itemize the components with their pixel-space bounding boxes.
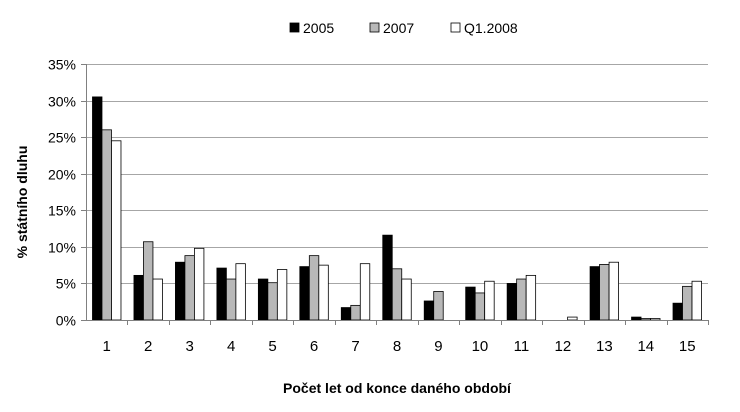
- legend-swatch-2007: [369, 22, 380, 33]
- x-tick-label: 5: [268, 338, 276, 355]
- bar-2005-9: [423, 300, 435, 321]
- x-tick-label: 7: [351, 338, 359, 355]
- x-axis-title: Počet let od konce daného období: [283, 380, 512, 396]
- bar-2005-8: [382, 234, 393, 321]
- y-tick-label: 15%: [48, 203, 76, 219]
- bar-2007-10: [474, 292, 486, 321]
- y-tick-label: 5%: [56, 276, 76, 292]
- bar-Q1.2008-12: [567, 316, 578, 321]
- bar-2007-4: [225, 278, 237, 321]
- y-tick-label: 0%: [56, 313, 76, 329]
- bar-2007-3: [184, 255, 195, 321]
- bar-2005-10: [465, 286, 476, 321]
- bar-Q1.2008-2: [152, 278, 163, 321]
- bar-Q1.2008-3: [194, 247, 205, 321]
- legend-swatch-Q1.2008: [450, 22, 461, 33]
- bar-Q1.2008-1: [111, 140, 122, 321]
- bar-2007-8: [391, 268, 403, 321]
- bar-2007-11: [516, 278, 527, 321]
- bar-2007-7: [350, 304, 361, 321]
- bar-Q1.2008-15: [691, 280, 702, 321]
- x-tick-label: 3: [185, 338, 193, 355]
- bar-2007-9: [433, 291, 444, 321]
- bar-2005-5: [257, 278, 269, 321]
- bar-2007-1: [101, 129, 112, 321]
- x-tick-label: 2: [144, 338, 152, 355]
- bars: [92, 96, 702, 321]
- bar-2007-14: [640, 318, 651, 321]
- bar-Q1.2008-13: [608, 261, 619, 321]
- y-tick-label: 30%: [48, 94, 76, 110]
- bar-Q1.2008-8: [401, 278, 412, 321]
- bar-Q1.2008-4: [235, 263, 246, 321]
- x-tick-label: 10: [472, 338, 489, 355]
- bar-Q1.2008-10: [484, 280, 495, 321]
- bar-2005-7: [340, 307, 352, 321]
- bar-2007-13: [599, 264, 610, 321]
- legend: 2005 2007 Q1.2008: [289, 20, 518, 36]
- x-tick-label: 14: [637, 338, 654, 355]
- legend-label: Q1.2008: [464, 20, 518, 36]
- bar-2005-4: [216, 267, 227, 321]
- bar-2005-2: [133, 274, 144, 321]
- legend-label: 2005: [303, 20, 334, 36]
- x-tick-label: 12: [555, 338, 572, 355]
- bar-2007-15: [682, 285, 693, 321]
- bar-Q1.2008-6: [318, 264, 329, 321]
- bar-2005-3: [175, 261, 186, 321]
- legend-label: 2007: [383, 20, 414, 36]
- y-tick-label: 10%: [48, 240, 76, 256]
- bar-2005-11: [506, 283, 518, 321]
- x-tick-label: 8: [393, 338, 401, 355]
- bar-2007-2: [143, 241, 154, 321]
- gridlines: [86, 64, 708, 284]
- bar-Q1.2008-5: [276, 269, 288, 321]
- legend-swatch-2005: [289, 22, 300, 33]
- y-tick-label: 25%: [48, 130, 76, 146]
- bar-2005-15: [672, 302, 683, 321]
- x-tick-label: 13: [596, 338, 613, 355]
- bar-2005-6: [299, 266, 310, 321]
- x-tick-label: 11: [514, 338, 530, 355]
- y-axis-title: % státního dluhu: [14, 146, 30, 259]
- x-tick-label: 1: [103, 338, 111, 355]
- bar-Q1.2008-7: [359, 263, 371, 321]
- bar-2007-5: [267, 282, 278, 321]
- bar-Q1.2008-11: [525, 274, 537, 321]
- x-tick-label: 6: [310, 338, 318, 355]
- axes: [81, 64, 709, 325]
- y-tick-label: 20%: [48, 167, 76, 183]
- bar-2005-13: [589, 266, 600, 321]
- bar-2007-6: [308, 255, 320, 321]
- bar-Q1.2008-14: [650, 318, 661, 321]
- y-tick-labels: 0% 5% 10% 15% 20% 25% 30% 35%: [48, 57, 76, 329]
- x-tick-label: 15: [679, 338, 696, 355]
- x-tick-label: 4: [227, 338, 235, 355]
- x-tick-labels: 1 2 3 4 5 6 7 8 9 10 11 12 13 14 15: [103, 338, 696, 355]
- bar-2005-1: [92, 96, 103, 321]
- bar-2005-14: [631, 316, 642, 321]
- x-tick-label: 9: [434, 338, 442, 355]
- y-tick-label: 35%: [48, 57, 76, 73]
